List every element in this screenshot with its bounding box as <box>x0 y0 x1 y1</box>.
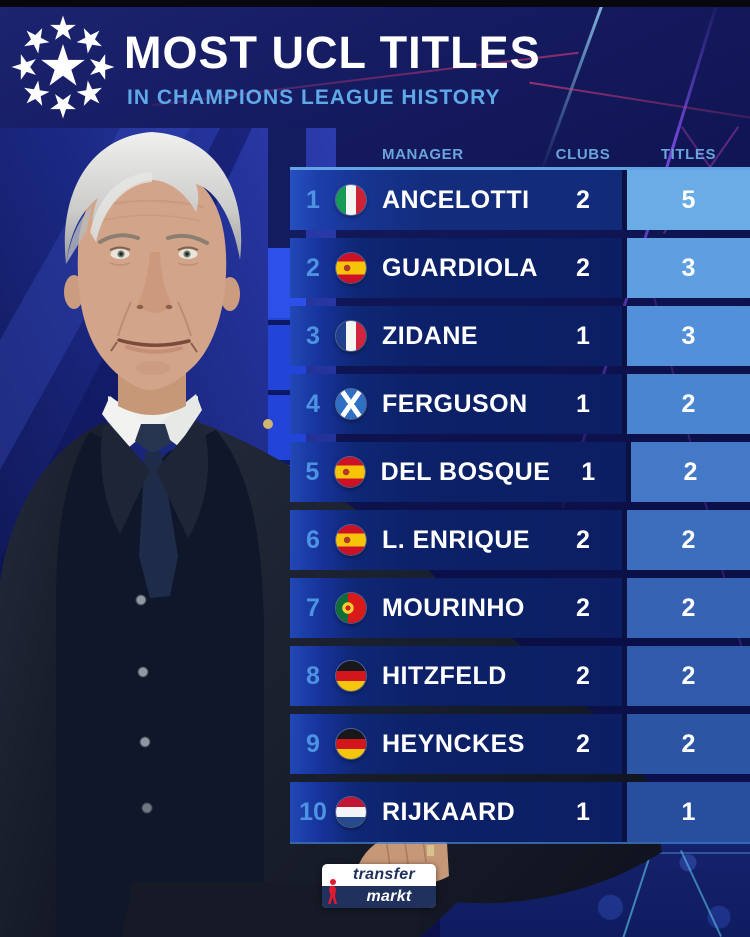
flag-spain-icon <box>336 253 366 283</box>
manager-name: FERGUSON <box>382 389 528 418</box>
table-row: 8 HITZFELD 2 2 <box>290 646 750 706</box>
cyan-pitch-line <box>621 850 653 937</box>
clubs-cell: 1 <box>576 389 590 418</box>
clubs-cell: 2 <box>576 661 590 690</box>
pink-laser-line <box>529 81 750 121</box>
manager-name: HEYNCKES <box>382 729 525 758</box>
clubs-cell: 2 <box>576 729 590 758</box>
clubs-cell: 1 <box>576 797 590 826</box>
page-title: MOST UCL TITLES <box>124 27 541 78</box>
cyan-pitch-line <box>470 852 750 854</box>
table-row: 1 ANCELOTTI 2 5 <box>290 170 750 230</box>
transfermarkt-player-icon <box>328 879 337 904</box>
rank-cell: 9 <box>306 729 320 758</box>
flag-germany-icon <box>336 729 366 759</box>
clubs-cell: 2 <box>576 185 590 214</box>
table-header: MANAGER CLUBS TITLES <box>290 146 750 163</box>
top-black-bar <box>0 0 750 7</box>
titles-cell: 5 <box>627 170 750 230</box>
table-row: 7 MOURINHO 2 2 <box>290 578 750 638</box>
manager-name: MOURINHO <box>382 593 525 622</box>
table-row: 10 RIJKAARD 1 1 <box>290 782 750 842</box>
flag-portugal-icon <box>336 593 366 623</box>
clubs-cell: 2 <box>576 593 590 622</box>
rankings-table: 1 ANCELOTTI 2 5 2 GUARDIOLA 2 3 3 ZIDANE… <box>290 170 750 850</box>
column-header-titles: TITLES <box>660 146 717 163</box>
table-row: 3 ZIDANE 1 3 <box>290 306 750 366</box>
page-subtitle: IN CHAMPIONS LEAGUE HISTORY <box>127 86 501 109</box>
titles-cell: 3 <box>627 306 750 366</box>
flag-germany-icon <box>336 661 366 691</box>
clubs-cell: 1 <box>576 321 590 350</box>
flag-spain-icon <box>334 457 365 487</box>
table-row: 9 HEYNCKES 2 2 <box>290 714 750 774</box>
rank-cell: 6 <box>306 525 320 554</box>
manager-name: RIJKAARD <box>382 797 516 826</box>
column-header-clubs: CLUBS <box>555 146 611 163</box>
clubs-cell: 1 <box>581 457 596 486</box>
rank-cell: 1 <box>306 185 320 214</box>
stadium-texture <box>440 838 750 937</box>
table-row: 2 GUARDIOLA 2 3 <box>290 238 750 298</box>
rank-cell: 3 <box>306 321 320 350</box>
manager-name: HITZFELD <box>382 661 507 690</box>
transfermarkt-logo: transfer markt <box>322 864 436 908</box>
titles-cell: 1 <box>627 782 750 842</box>
manager-name: L. ENRIQUE <box>382 525 531 554</box>
titles-cell: 2 <box>627 510 750 570</box>
table-row: 5 DEL BOSQUE 1 2 <box>290 442 750 502</box>
rank-cell: 8 <box>306 661 320 690</box>
flag-scotland-icon <box>336 389 366 419</box>
manager-name: DEL BOSQUE <box>380 457 551 486</box>
titles-cell: 2 <box>627 646 750 706</box>
titles-cell: 3 <box>627 238 750 298</box>
clubs-cell: 2 <box>576 253 590 282</box>
table-row: 4 FERGUSON 1 2 <box>290 374 750 434</box>
titles-cell: 2 <box>627 714 750 774</box>
table-row: 6 L. ENRIQUE 2 2 <box>290 510 750 570</box>
flag-spain-icon <box>336 525 366 555</box>
titles-cell: 2 <box>630 442 750 502</box>
ucl-starball-icon <box>11 15 115 119</box>
manager-name: GUARDIOLA <box>382 253 538 282</box>
column-header-manager: MANAGER <box>382 146 464 163</box>
cyan-pitch-line <box>680 850 722 937</box>
table-top-highlight <box>290 167 750 170</box>
rank-cell: 4 <box>306 389 320 418</box>
titles-cell: 2 <box>627 578 750 638</box>
flag-france-icon <box>336 321 366 351</box>
rank-cell: 7 <box>306 593 320 622</box>
manager-name: ANCELOTTI <box>382 185 530 214</box>
flag-italy-icon <box>336 185 366 215</box>
rank-cell: 5 <box>305 457 320 486</box>
flag-netherlands-icon <box>336 797 366 827</box>
rank-cell: 2 <box>306 253 320 282</box>
rank-cell: 10 <box>299 797 327 826</box>
clubs-cell: 2 <box>576 525 590 554</box>
manager-name: ZIDANE <box>382 321 479 350</box>
titles-cell: 2 <box>627 374 750 434</box>
